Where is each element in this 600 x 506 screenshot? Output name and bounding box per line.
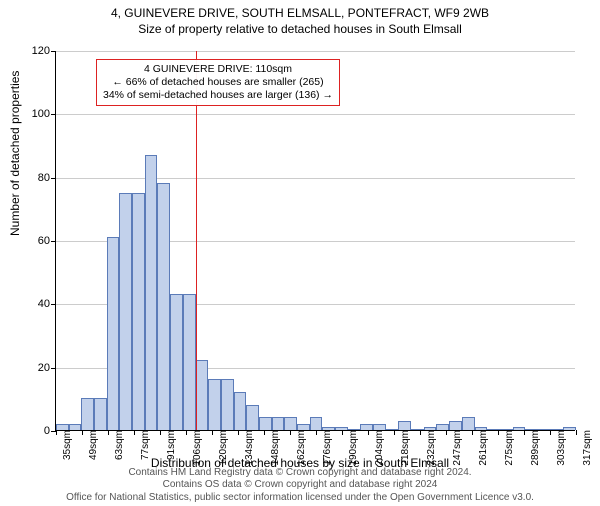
histogram-bar <box>386 429 399 430</box>
histogram-bar <box>462 417 475 430</box>
histogram-bar <box>183 294 196 430</box>
xtick-mark <box>108 430 109 435</box>
gridline <box>56 51 575 52</box>
histogram-bar <box>272 417 285 430</box>
ytick-label: 0 <box>44 425 56 437</box>
histogram-bar <box>132 193 145 431</box>
annotation-line: ← 66% of detached houses are smaller (26… <box>103 76 333 89</box>
reference-line <box>196 51 197 430</box>
annotation-line: 4 GUINEVERE DRIVE: 110sqm <box>103 63 333 76</box>
histogram-bar <box>170 294 183 430</box>
title-sub: Size of property relative to detached ho… <box>0 22 600 36</box>
xtick-mark <box>420 430 421 435</box>
histogram-bar <box>234 392 247 430</box>
xtick-mark <box>342 430 343 435</box>
histogram-bar <box>157 183 170 430</box>
xtick-mark <box>550 430 551 435</box>
xtick-mark <box>212 430 213 435</box>
histogram-bar <box>208 379 221 430</box>
xtick-mark <box>576 430 577 435</box>
plot-region: 02040608010012035sqm49sqm63sqm77sqm91sqm… <box>55 51 575 431</box>
histogram-bar <box>119 193 132 431</box>
ytick-label: 60 <box>38 235 56 247</box>
histogram-bar <box>94 398 107 430</box>
xtick-mark <box>56 430 57 435</box>
xtick-mark <box>524 430 525 435</box>
histogram-bar <box>436 424 449 430</box>
histogram-bar <box>221 379 234 430</box>
xtick-mark <box>472 430 473 435</box>
xtick-mark <box>238 430 239 435</box>
xtick-mark <box>160 430 161 435</box>
xtick-mark <box>498 430 499 435</box>
xtick-mark <box>290 430 291 435</box>
histogram-bar <box>284 417 297 430</box>
ytick-label: 40 <box>38 298 56 310</box>
histogram-bar <box>107 237 120 430</box>
gridline <box>56 178 575 179</box>
histogram-bar <box>449 421 462 431</box>
xtick-mark <box>446 430 447 435</box>
histogram-bar <box>398 421 411 431</box>
histogram-bar <box>411 429 424 430</box>
ytick-label: 120 <box>32 45 56 57</box>
histogram-bar <box>81 398 94 430</box>
ytick-label: 100 <box>32 108 56 120</box>
annotation-line: 34% of semi-detached houses are larger (… <box>103 89 333 102</box>
xtick-mark <box>394 430 395 435</box>
histogram-bar <box>310 417 323 430</box>
histogram-bar <box>145 155 158 431</box>
xtick-mark <box>368 430 369 435</box>
xtick-mark <box>134 430 135 435</box>
xtick-mark <box>82 430 83 435</box>
title-main: 4, GUINEVERE DRIVE, SOUTH ELMSALL, PONTE… <box>0 6 600 20</box>
y-axis-label: Number of detached properties <box>8 71 22 236</box>
xtick-mark <box>186 430 187 435</box>
annotation-box: 4 GUINEVERE DRIVE: 110sqm← 66% of detach… <box>96 59 340 106</box>
ytick-label: 20 <box>38 362 56 374</box>
footer-line: Contains HM Land Registry data © Crown c… <box>0 467 600 480</box>
ytick-label: 80 <box>38 172 56 184</box>
xtick-mark <box>316 430 317 435</box>
chart-area: 02040608010012035sqm49sqm63sqm77sqm91sqm… <box>55 51 575 431</box>
footer-line: Office for National Statistics, public s… <box>0 492 600 505</box>
histogram-bar <box>196 360 209 430</box>
footer-attribution: Contains HM Land Registry data © Crown c… <box>0 467 600 505</box>
footer-line: Contains OS data © Crown copyright and d… <box>0 479 600 492</box>
xtick-mark <box>264 430 265 435</box>
histogram-bar <box>259 417 272 430</box>
histogram-bar <box>246 405 259 430</box>
gridline <box>56 114 575 115</box>
